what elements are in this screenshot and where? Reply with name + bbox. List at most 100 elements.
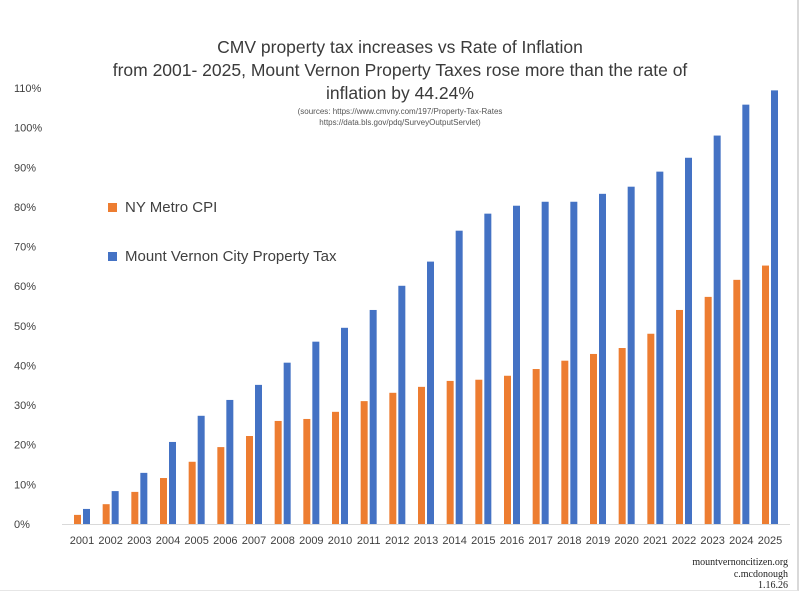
- bar-cpi: [160, 478, 167, 524]
- chart-sources-line-1: (sources: https://www.cmvny.com/197/Prop…: [297, 107, 503, 116]
- bar-cpi: [762, 265, 769, 524]
- x-tick-label: 2023: [700, 535, 724, 547]
- x-tick-label: 2002: [98, 535, 122, 547]
- chart-title-line-2: from 2001- 2025, Mount Vernon Property T…: [112, 60, 688, 80]
- legend-swatch-property-tax: [108, 252, 117, 261]
- y-tick-label: 20%: [14, 440, 36, 452]
- legend-label-property-tax: Mount Vernon City Property Tax: [125, 248, 337, 265]
- x-tick-label: 2004: [156, 535, 180, 547]
- y-tick-label: 60%: [14, 281, 36, 293]
- bar-property-tax: [713, 135, 721, 524]
- bar-property-tax: [627, 186, 635, 524]
- bar-property-tax: [570, 201, 578, 525]
- chart-sources-line-2: https://data.bls.gov/pdq/SurveyOutputSer…: [319, 118, 481, 127]
- legend-item-cpi: NY Metro CPI: [108, 199, 217, 216]
- legend-item-property-tax: Mount Vernon City Property Tax: [108, 248, 337, 265]
- y-tick-label: 30%: [14, 400, 36, 412]
- bar-property-tax: [685, 157, 692, 524]
- bar-cpi: [532, 369, 540, 524]
- bar-cpi: [647, 333, 655, 524]
- x-tick-label: 2006: [213, 535, 237, 547]
- bar-cpi: [74, 514, 81, 524]
- bar-cpi: [418, 386, 425, 524]
- bar-cpi: [561, 360, 569, 524]
- bar-property-tax: [484, 213, 492, 524]
- bar-property-tax: [398, 285, 406, 524]
- bar-property-tax: [226, 399, 234, 524]
- bar-property-tax: [541, 201, 549, 525]
- bar-property-tax: [455, 230, 463, 524]
- legend-label-cpi: NY Metro CPI: [125, 199, 218, 216]
- bar-cpi: [217, 447, 225, 524]
- y-tick-label: 70%: [14, 242, 36, 254]
- bar-cpi: [733, 279, 741, 524]
- x-tick-label: 2003: [127, 535, 151, 547]
- bar-property-tax: [656, 171, 664, 524]
- chart-title-line-3: inflation by 44.24%: [326, 83, 474, 103]
- bar-cpi: [618, 348, 626, 524]
- bar-cpi: [676, 309, 683, 524]
- x-tick-label: 2013: [414, 535, 438, 547]
- y-tick-label: 80%: [14, 202, 36, 214]
- bar-cpi: [188, 461, 196, 524]
- bar-property-tax: [169, 441, 176, 524]
- bar-property-tax: [197, 415, 205, 524]
- credit-site: mountvernoncitizen.org: [692, 557, 788, 568]
- x-tick-label: 2008: [270, 535, 294, 547]
- bar-property-tax: [742, 104, 750, 524]
- x-tick-label: 2009: [299, 535, 323, 547]
- y-tick-label: 100%: [14, 123, 42, 135]
- y-tick-label: 110%: [14, 83, 42, 95]
- y-tick-label: 50%: [14, 321, 36, 333]
- credit: mountvernoncitizen.org c.mcdonough 1.16.…: [692, 557, 788, 592]
- bar-cpi: [303, 418, 311, 524]
- x-tick-label: 2018: [557, 535, 581, 547]
- bar-property-tax: [427, 261, 434, 524]
- x-tick-label: 2005: [184, 535, 208, 547]
- credit-date: 1.16.26: [758, 580, 788, 591]
- x-tick-label: 2014: [442, 535, 466, 547]
- x-tick-label: 2017: [528, 535, 552, 547]
- x-tick-label: 2015: [471, 535, 495, 547]
- bar-cpi: [389, 392, 397, 524]
- bar-property-tax: [283, 362, 291, 524]
- bar-cpi: [274, 420, 282, 524]
- x-tick-label: 2021: [643, 535, 667, 547]
- bar-property-tax: [140, 472, 148, 524]
- bar-cpi: [332, 411, 339, 524]
- bar-property-tax: [599, 193, 606, 524]
- bar-cpi: [475, 379, 483, 524]
- bar-cpi: [246, 436, 253, 524]
- bar-cpi: [590, 353, 597, 524]
- bar-cpi: [446, 380, 454, 524]
- bar-cpi: [704, 296, 712, 524]
- bar-cpi: [360, 401, 368, 524]
- bar-property-tax: [771, 90, 778, 525]
- bar-property-tax: [341, 327, 348, 524]
- x-tick-label: 2010: [328, 535, 352, 547]
- x-tick-label: 2011: [357, 535, 381, 547]
- bar-property-tax: [83, 508, 90, 524]
- x-tick-label: 2022: [672, 535, 696, 547]
- bar-cpi: [102, 504, 110, 524]
- legend-swatch-cpi: [108, 203, 117, 212]
- x-tick-label: 2007: [242, 535, 266, 547]
- credit-author: c.mcdonough: [733, 568, 788, 580]
- bar-property-tax: [369, 309, 377, 524]
- bar-property-tax: [513, 205, 520, 524]
- x-tick-label: 2025: [758, 535, 782, 547]
- bar-property-tax: [312, 341, 320, 524]
- y-tick-label: 0%: [14, 519, 30, 531]
- bar-property-tax: [255, 384, 262, 524]
- x-tick-label: 2016: [500, 535, 524, 547]
- y-tick-label: 40%: [14, 360, 36, 372]
- x-tick-label: 2024: [729, 535, 753, 547]
- chart-title-line-1: CMV property tax increases vs Rate of In…: [217, 37, 583, 57]
- x-tick-label: 2020: [614, 535, 638, 547]
- bar-cpi: [504, 375, 511, 524]
- x-tick-label: 2019: [586, 535, 610, 547]
- y-tick-label: 90%: [14, 162, 36, 174]
- x-tick-label: 2001: [70, 535, 94, 547]
